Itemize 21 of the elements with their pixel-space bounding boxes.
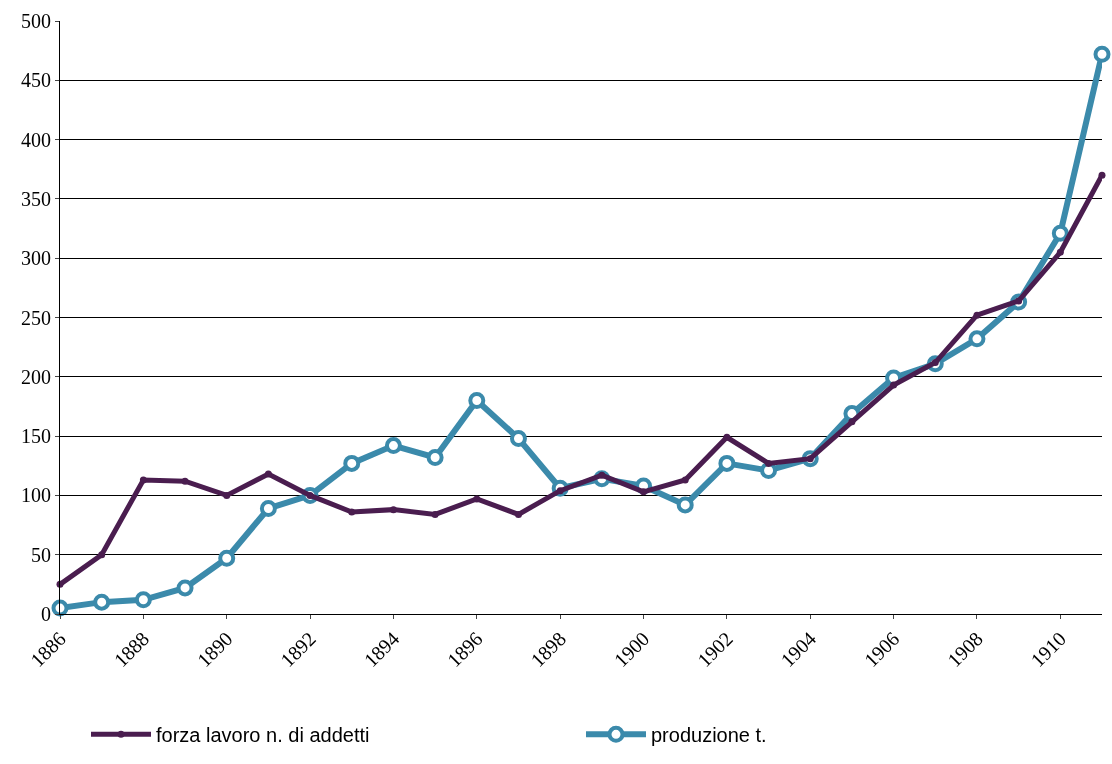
y-tick-label: 100 (21, 484, 51, 507)
y-tick-label: 0 (41, 603, 51, 625)
y-tick-label: 50 (31, 543, 51, 566)
legend-label: forza lavoro n. di addetti (156, 724, 370, 747)
x-tick-label: 1898 (526, 627, 571, 672)
x-tick-label: 1900 (609, 627, 654, 672)
y-tick-label: 350 (21, 187, 51, 210)
x-tick-label: 1888 (109, 627, 154, 672)
legend-label: produzione t. (651, 724, 767, 747)
y-tick-label: 400 (21, 128, 51, 151)
y-tick-label: 250 (21, 306, 51, 329)
y-tick-label: 150 (21, 425, 51, 448)
x-tick-label: 1890 (192, 627, 237, 672)
x-tick-label: 1910 (1026, 627, 1071, 672)
x-tick-label: 1892 (276, 627, 320, 672)
y-tick-label: 200 (21, 365, 51, 388)
y-tick-label: 450 (21, 69, 51, 92)
y-tick-label: 500 (21, 10, 51, 32)
x-tick-label: 1908 (943, 627, 987, 672)
y-tick-label: 300 (21, 247, 51, 270)
x-tick-label: 1902 (692, 627, 737, 672)
